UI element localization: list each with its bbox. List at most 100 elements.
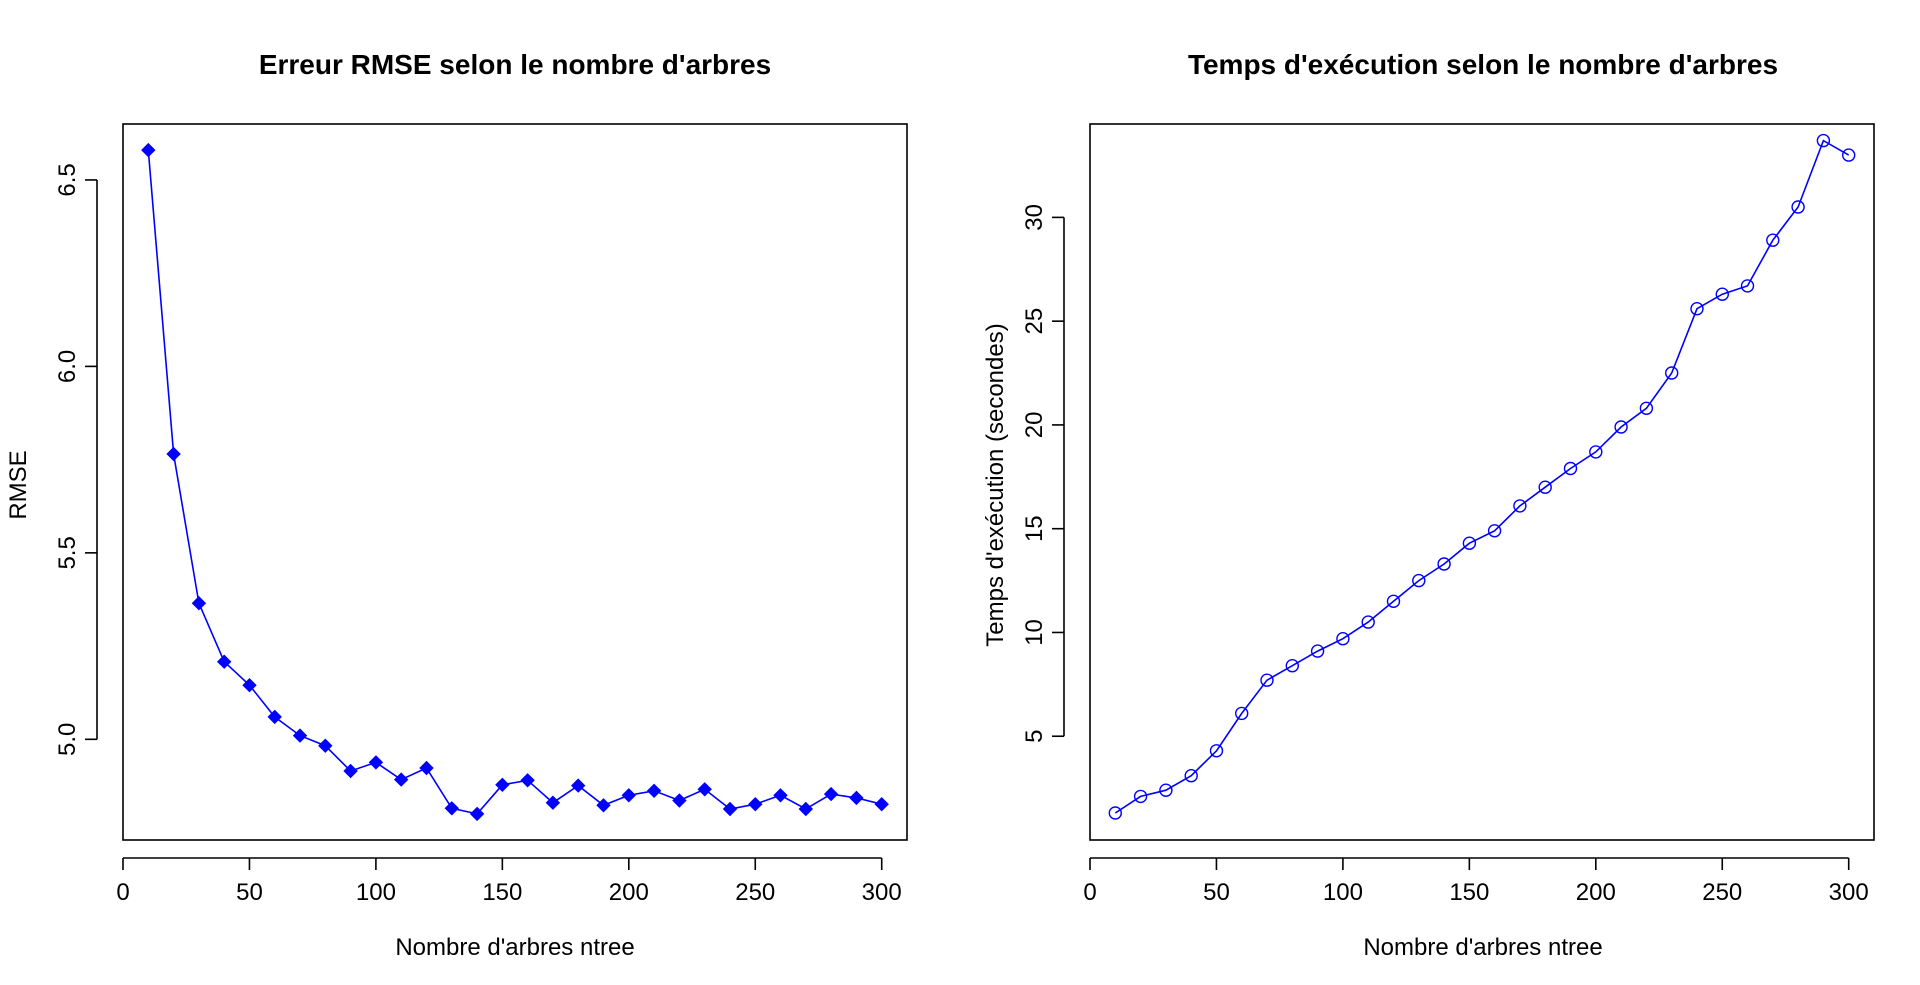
- time-chart-data-point: [1766, 233, 1780, 247]
- rmse-chart-data-point: [520, 773, 535, 788]
- rmse-chart-x-tick-label: 0: [116, 879, 129, 906]
- time-chart-data-point: [1639, 401, 1654, 415]
- time-chart-panel: Temps d'exécution selon le nombre d'arbr…: [982, 49, 1875, 961]
- time-chart-data-point: [1108, 806, 1123, 820]
- rmse-chart-data-point: [722, 801, 738, 817]
- rmse-chart-data-point: [191, 595, 207, 611]
- rmse-chart-data-point: [823, 786, 839, 802]
- time-chart-data-point: [1563, 461, 1578, 476]
- time-chart-y-tick-label: 20: [1021, 412, 1048, 439]
- rmse-chart-panel: Erreur RMSE selon le nombre d'arbres Nom…: [5, 49, 908, 961]
- time-chart-data-point: [1336, 632, 1350, 646]
- rmse-chart-data-point: [621, 788, 637, 803]
- time-chart-x-tick-label: 100: [1323, 879, 1363, 906]
- rmse-chart-x-tick-label: 100: [356, 879, 396, 906]
- time-chart-y-axis-label: Temps d'exécution (secondes): [982, 323, 1009, 646]
- rmse-chart-data-point: [318, 738, 333, 753]
- rmse-chart-x-tick-label: 50: [236, 879, 263, 906]
- rmse-chart-data-point: [267, 709, 282, 725]
- time-chart-series-line: [1114, 139, 1850, 814]
- time-chart-data-point: [1513, 499, 1527, 513]
- time-chart-data-point: [1690, 302, 1704, 316]
- time-chart-data-point: [1538, 480, 1552, 494]
- time-chart-data-point: [1841, 148, 1856, 162]
- rmse-chart-data-point: [748, 796, 763, 812]
- time-chart-data-point: [1816, 133, 1831, 148]
- rmse-chart-y-tick-label: 5.0: [54, 723, 81, 756]
- time-chart-data-point: [1791, 200, 1805, 214]
- rmse-chart-x-axis: 0 50 100 150 200 250 300: [116, 857, 902, 906]
- time-chart-data-point: [1664, 366, 1679, 380]
- rmse-chart-data-point: [596, 798, 611, 813]
- rmse-chart-series-line: [147, 150, 882, 815]
- time-chart-y-axis: 5 10 15 20 25 30: [1021, 204, 1065, 743]
- time-chart-data-point: [1285, 659, 1300, 673]
- rmse-chart-data-point: [141, 142, 156, 158]
- time-chart-title: Temps d'exécution selon le nombre d'arbr…: [1188, 49, 1778, 80]
- time-chart-data-point: [1614, 420, 1628, 434]
- rmse-chart-data-point: [672, 793, 687, 808]
- time-chart-data-point: [1234, 706, 1249, 721]
- time-chart-data-point: [1437, 557, 1451, 571]
- rmse-chart-data-point: [242, 677, 257, 693]
- rmse-chart-data-point: [545, 795, 561, 810]
- rmse-chart-y-axis: 5.0 5.5 6.0 6.5: [54, 163, 98, 756]
- rmse-chart-data-point: [773, 788, 788, 803]
- time-chart-x-tick-label: 200: [1576, 879, 1616, 906]
- time-chart-data-point: [1412, 573, 1426, 588]
- time-chart-y-tick-label: 10: [1021, 619, 1048, 646]
- rmse-chart-data-point: [419, 760, 434, 776]
- rmse-chart-y-axis-label: RMSE: [5, 450, 32, 519]
- rmse-chart-series: [141, 142, 889, 822]
- time-chart-data-point: [1462, 536, 1477, 550]
- time-chart-data-point: [1209, 744, 1224, 758]
- rmse-chart-data-point: [444, 801, 460, 816]
- rmse-chart-data-point: [570, 778, 586, 793]
- rmse-chart-y-tick-label: 6.0: [54, 350, 81, 383]
- rmse-chart-x-tick-label: 250: [735, 879, 775, 906]
- time-chart-data-point: [1386, 594, 1401, 608]
- rmse-chart-data-point: [849, 790, 864, 806]
- rmse-chart-y-tick-label: 6.5: [54, 163, 81, 196]
- rmse-chart-x-tick-label: 200: [609, 879, 649, 906]
- time-chart-data-point: [1310, 644, 1325, 658]
- rmse-chart-data-point: [646, 783, 662, 799]
- rmse-chart-data-point: [343, 763, 358, 779]
- time-chart-x-axis-label: Nombre d'arbres ntree: [1363, 934, 1602, 961]
- time-chart-data-point: [1260, 673, 1274, 687]
- rmse-chart-data-point: [874, 796, 889, 812]
- rmse-chart-data-point: [697, 782, 712, 797]
- time-chart-data-point: [1184, 769, 1198, 783]
- rmse-chart-x-tick-label: 300: [862, 879, 902, 906]
- time-chart-data-point: [1740, 279, 1755, 293]
- time-chart-x-tick-label: 250: [1702, 879, 1742, 906]
- rmse-chart-data-point: [469, 806, 485, 822]
- rmse-chart-data-point: [166, 446, 181, 462]
- rmse-chart-x-tick-label: 150: [482, 879, 522, 906]
- time-chart-data-point: [1133, 789, 1148, 804]
- rmse-chart-data-point: [798, 801, 814, 817]
- rmse-chart-data-point: [216, 654, 232, 669]
- time-chart-x-tick-label: 50: [1203, 879, 1230, 906]
- time-chart-data-point: [1361, 615, 1375, 629]
- time-chart-series: [1108, 133, 1856, 820]
- time-chart-x-tick-label: 0: [1083, 879, 1096, 906]
- time-chart-x-tick-label: 300: [1829, 879, 1869, 906]
- time-chart-x-axis: 0 50 100 150 200 250 300: [1083, 857, 1869, 906]
- rmse-chart-plot-frame: [122, 123, 908, 841]
- time-chart-data-point: [1715, 287, 1730, 301]
- time-chart-y-tick-label: 30: [1021, 204, 1048, 231]
- time-chart-y-tick-label: 5: [1021, 730, 1048, 743]
- time-chart-data-point: [1159, 783, 1173, 797]
- rmse-chart-data-point: [292, 728, 308, 743]
- time-chart-y-tick-label: 15: [1021, 515, 1048, 542]
- rmse-chart-x-axis-label: Nombre d'arbres ntree: [395, 934, 634, 961]
- time-chart-x-tick-label: 150: [1449, 879, 1489, 906]
- time-chart-data-point: [1487, 524, 1502, 538]
- time-chart-data-point: [1589, 445, 1603, 459]
- rmse-chart-data-point: [368, 755, 384, 770]
- rmse-chart-data-point: [495, 777, 510, 793]
- time-chart-plot-frame: [1089, 123, 1875, 841]
- rmse-chart-title: Erreur RMSE selon le nombre d'arbres: [259, 49, 771, 80]
